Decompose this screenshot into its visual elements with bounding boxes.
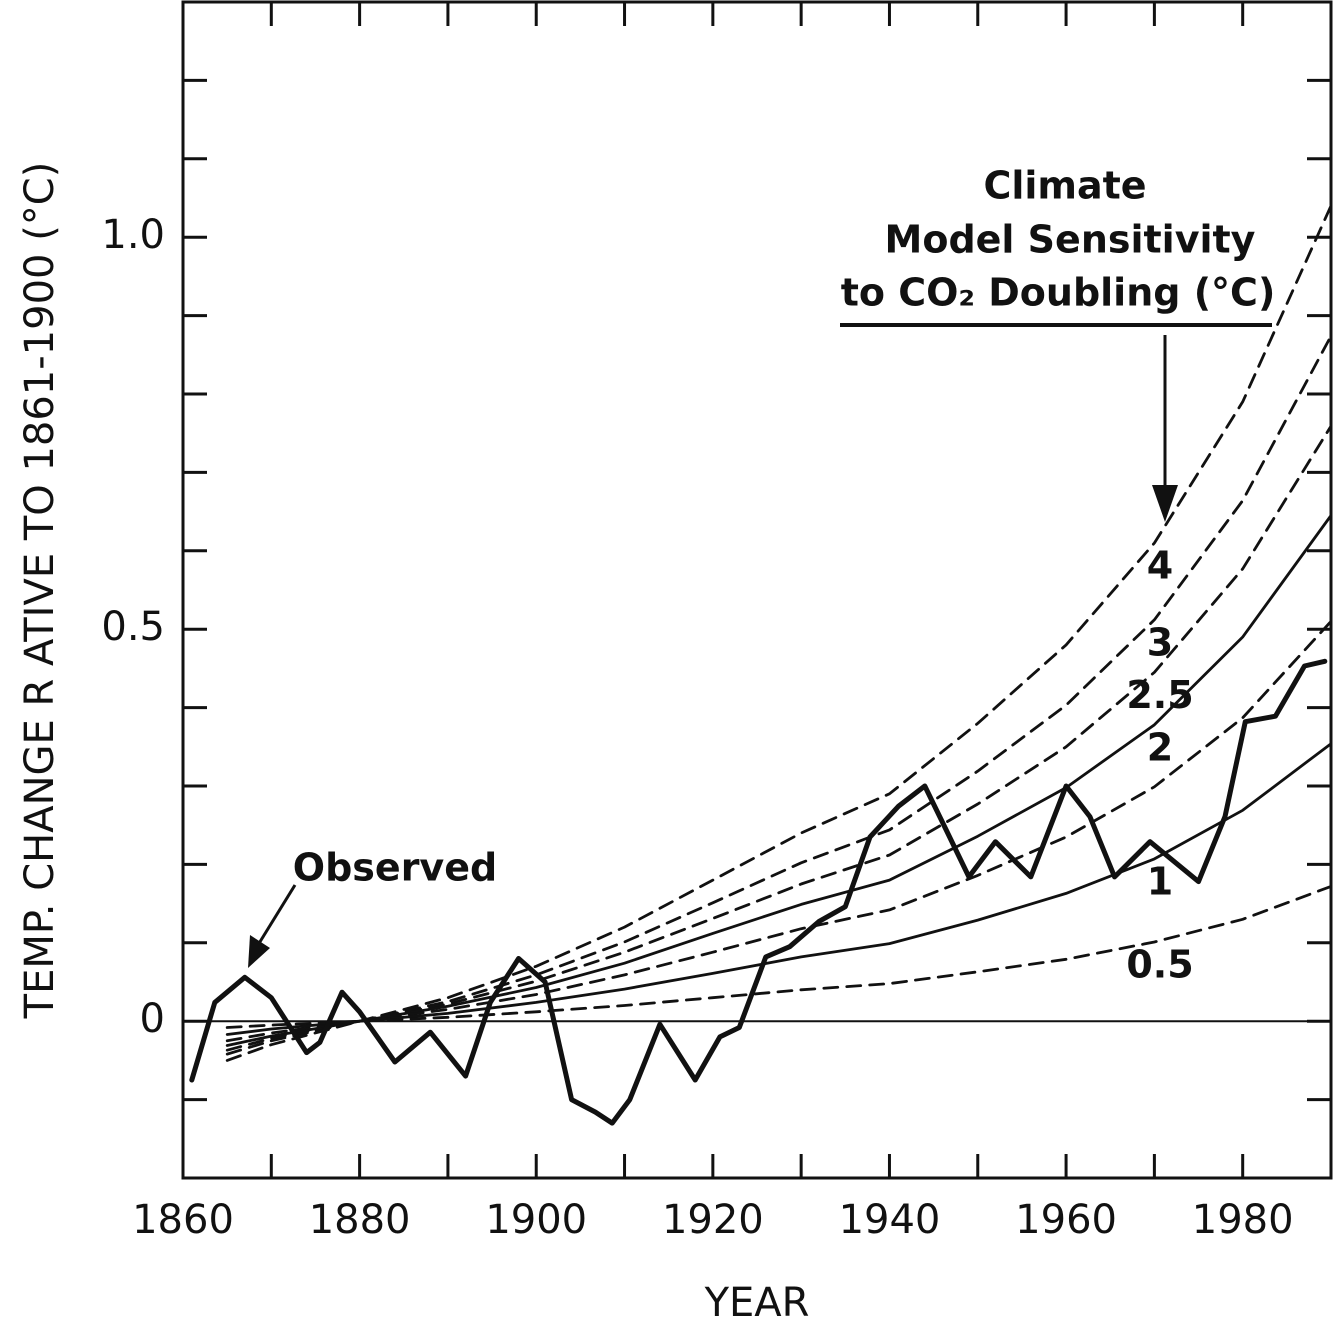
x-tick-label: 1940 xyxy=(839,1197,941,1243)
observed-arrowhead xyxy=(248,935,270,968)
x-tick-label: 1900 xyxy=(485,1197,587,1243)
y-axis-label: TEMP. CHANGE R ATIVE TO 1861-1900 (°C) xyxy=(17,162,63,1020)
curve-label: 2 xyxy=(1147,725,1173,769)
y-tick-label: 0 xyxy=(140,996,165,1042)
x-tick-label: 1880 xyxy=(309,1197,411,1243)
legend-title: Climate xyxy=(983,164,1146,208)
model-line xyxy=(225,885,1333,1029)
observed-arrow xyxy=(256,884,297,946)
plot-frame xyxy=(181,0,1333,1180)
legend-arrowhead xyxy=(1152,485,1178,522)
curve-label: 4 xyxy=(1147,543,1173,587)
x-tick-label: 1960 xyxy=(1015,1197,1117,1243)
legend-title: to CO₂ Doubling (°C) xyxy=(841,271,1276,315)
curve-label: 2.5 xyxy=(1126,673,1193,717)
curve-label: 1 xyxy=(1147,859,1173,903)
x-tick-label: 1920 xyxy=(662,1197,764,1243)
y-tick-label: 1.0 xyxy=(101,212,165,258)
curve-label: 3 xyxy=(1147,620,1173,664)
y-tick-label: 0.5 xyxy=(101,604,165,650)
x-tick-label: 1980 xyxy=(1192,1197,1294,1243)
observed-line xyxy=(189,658,1328,1126)
model-line xyxy=(225,204,1333,1062)
legend-title: Model Sensitivity xyxy=(885,218,1256,262)
curve-label: 0.5 xyxy=(1126,943,1193,987)
x-axis-label: YEAR xyxy=(704,1280,810,1326)
observed-label: Observed xyxy=(293,846,497,890)
x-tick-label: 1860 xyxy=(132,1197,234,1243)
